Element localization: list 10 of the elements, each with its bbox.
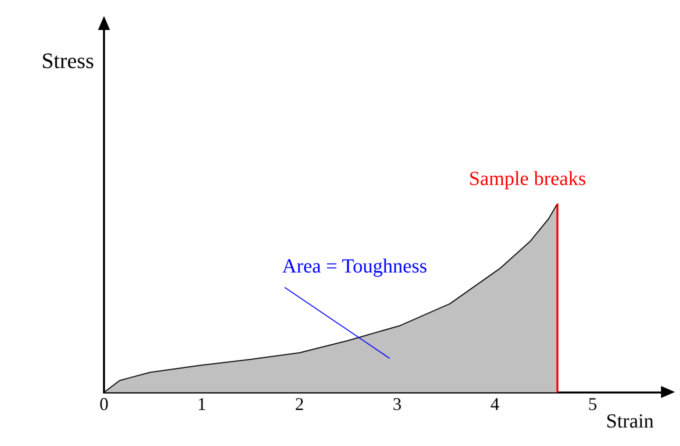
x-tick-label: 1 [197,394,206,414]
ref-line-label: Sample breaks [468,168,586,190]
x-tick-label: 0 [100,394,108,414]
annotation: Area = Toughness [282,256,428,278]
x-axis-title: Strain [606,410,654,433]
x-tick-label: 3 [392,394,402,414]
x-tick-label: 2 [294,394,304,414]
text: Stress [41,48,94,73]
x-tick-label: 4 [490,394,500,414]
x-tick-label: 5 [588,394,598,414]
